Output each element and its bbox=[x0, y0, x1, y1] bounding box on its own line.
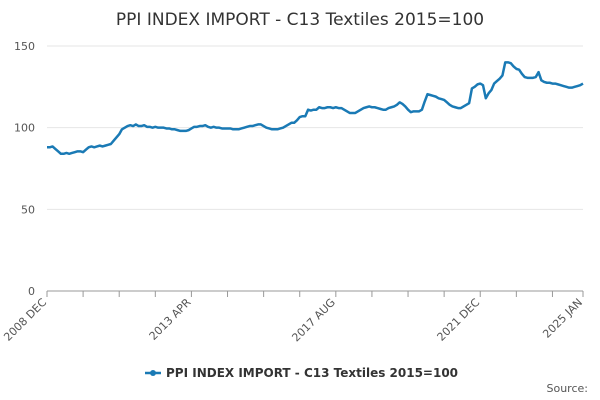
x-tick-label: 2025 JAN bbox=[540, 296, 585, 341]
y-tick-label: 50 bbox=[21, 203, 35, 216]
legend-marker bbox=[150, 370, 156, 376]
data-line bbox=[47, 61, 584, 156]
source-label: Source: bbox=[547, 382, 589, 395]
x-tick-label: 2017 AUG bbox=[289, 296, 338, 345]
legend-label: PPI INDEX IMPORT - C13 Textiles 2015=100 bbox=[166, 366, 458, 380]
x-tick-label: 2013 APR bbox=[147, 296, 194, 343]
x-tick-label: 2021 DEC bbox=[435, 296, 483, 344]
chart-title: PPI INDEX IMPORT - C13 Textiles 2015=100 bbox=[116, 10, 484, 30]
y-tick-label: 100 bbox=[14, 122, 35, 135]
y-tick-label: 0 bbox=[28, 285, 35, 298]
y-tick-label: 150 bbox=[14, 40, 35, 53]
x-tick-label: 2008 DEC bbox=[1, 296, 49, 344]
